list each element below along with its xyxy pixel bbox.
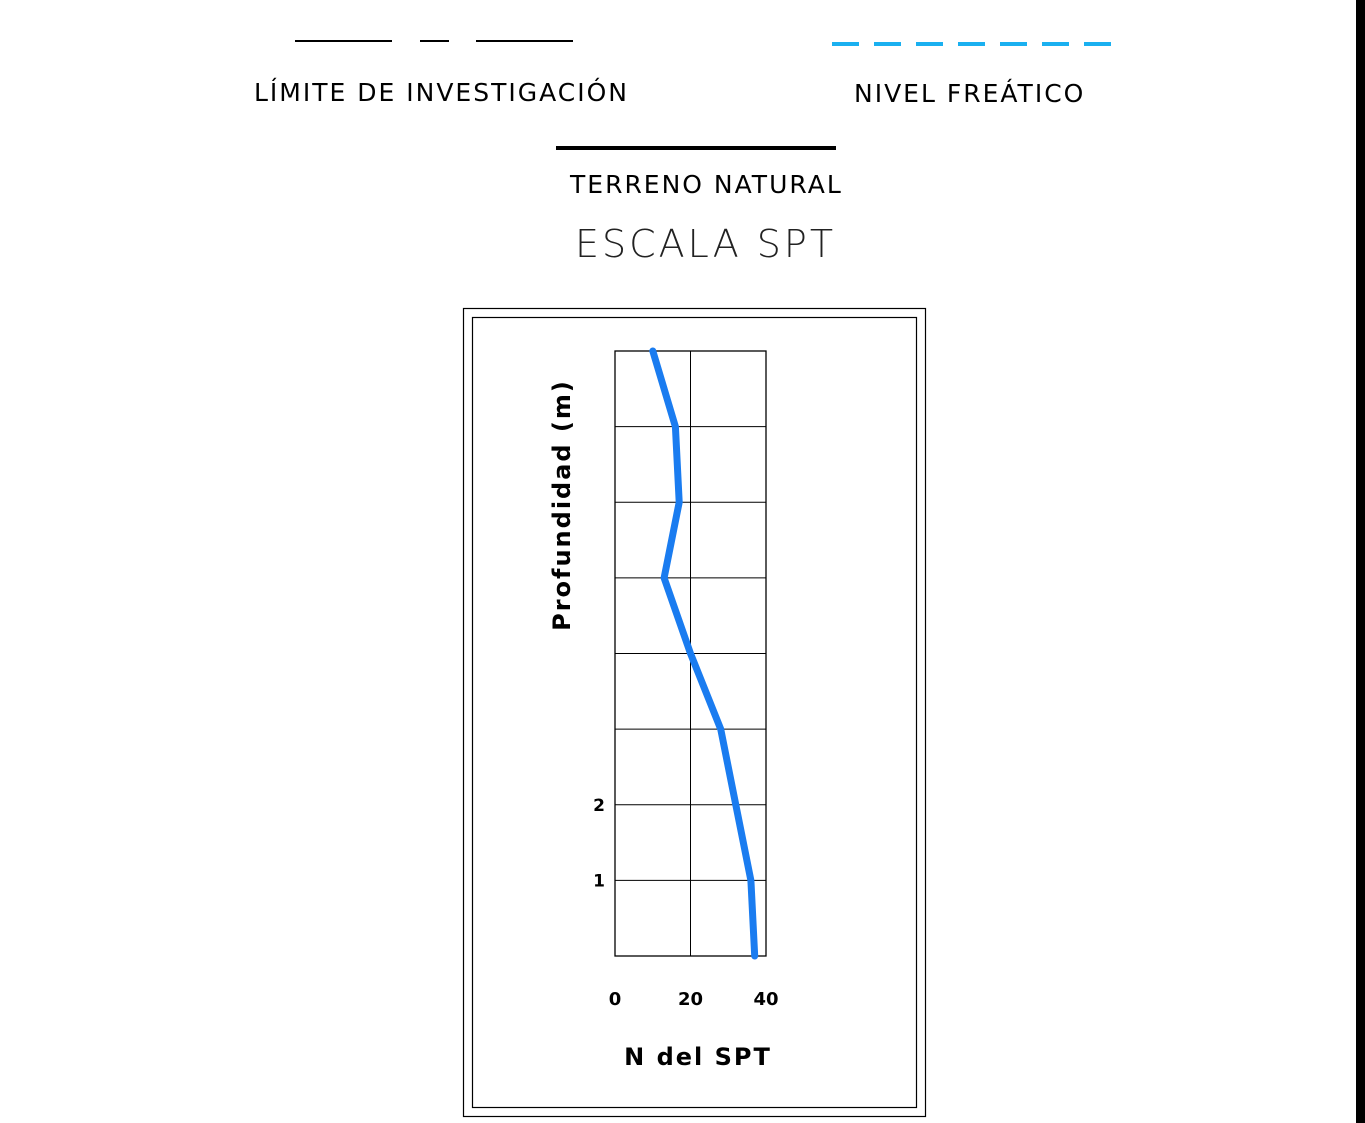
- right-edge-bar: [1356, 0, 1365, 1123]
- y-axis-label: Profundidad (m): [548, 379, 576, 631]
- spt-series-line: [649, 347, 759, 960]
- y-tick-labels: 21: [593, 796, 605, 892]
- x-tick-label: 40: [753, 989, 778, 1010]
- x-tick-labels: 0 20 40: [609, 989, 779, 1010]
- x-axis-label: N del SPT: [624, 1043, 772, 1071]
- x-tick-label: 0: [609, 989, 622, 1010]
- legend-nivel-label: NIVEL FREÁTICO: [854, 79, 1086, 108]
- x-tick-label: 20: [678, 989, 703, 1010]
- scale-title: ESCALA SPT: [575, 222, 837, 266]
- outer-frame: [462, 307, 927, 1118]
- inner-frame: [471, 316, 918, 1109]
- y-tick-label: 2: [593, 796, 605, 816]
- legend-terreno-label: TERRENO NATURAL: [570, 170, 843, 199]
- legend-limite-label: LÍMITE DE INVESTIGACIÓN: [254, 78, 629, 107]
- y-tick-label: 1: [593, 871, 605, 891]
